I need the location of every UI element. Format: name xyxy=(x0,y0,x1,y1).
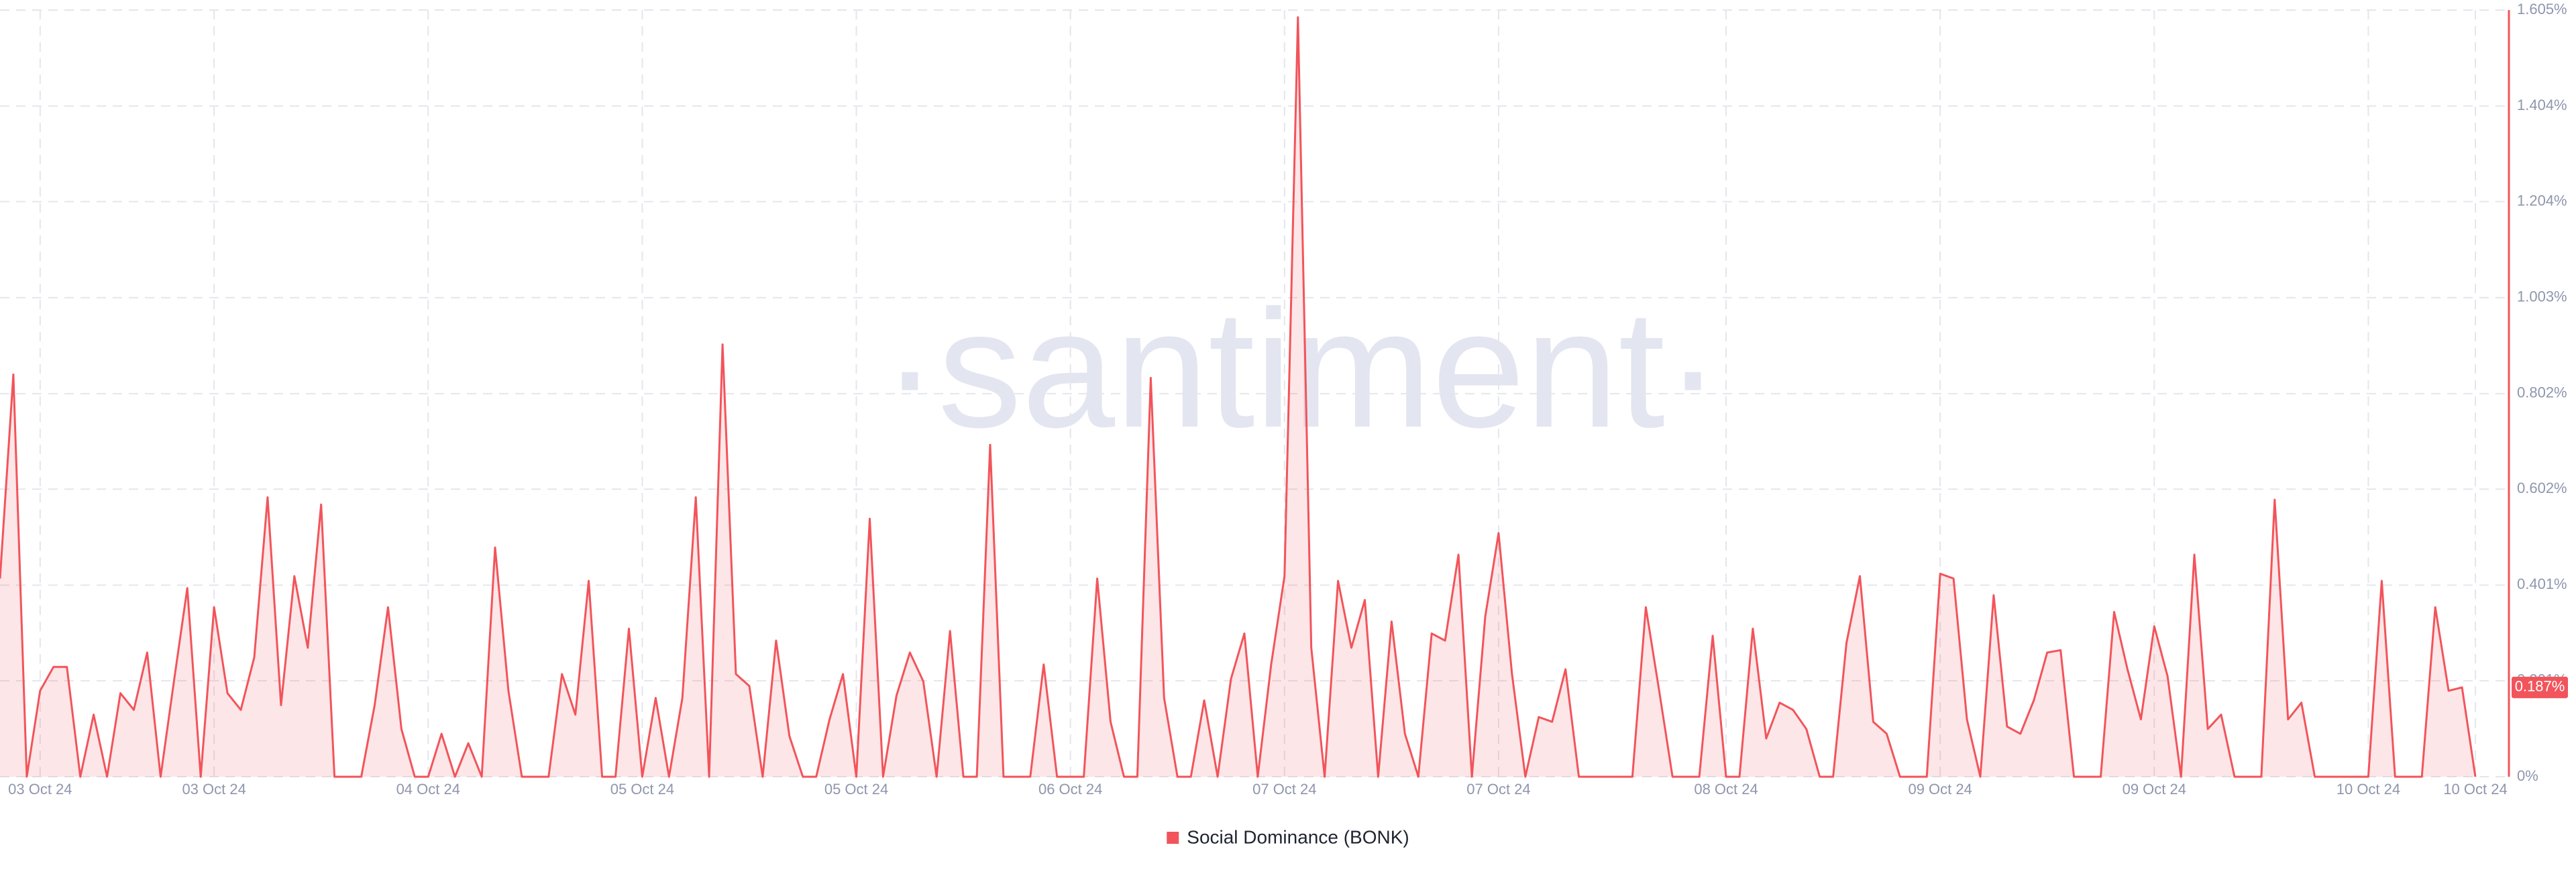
y-tick-label: 1.003% xyxy=(2517,288,2567,305)
x-tick-label: 10 Oct 24 xyxy=(2337,781,2400,798)
value-badge xyxy=(2512,676,2568,698)
x-tick-label: 09 Oct 24 xyxy=(2123,781,2186,798)
y-tick-label: 0.401% xyxy=(2517,576,2567,592)
x-tick-label: 06 Oct 24 xyxy=(1038,781,1102,798)
value-badge-label: 0.187% xyxy=(2515,678,2565,695)
x-tick-label: 08 Oct 24 xyxy=(1694,781,1758,798)
x-tick-label: 09 Oct 24 xyxy=(1908,781,1972,798)
y-tick-label: 0.802% xyxy=(2517,384,2567,401)
area xyxy=(0,17,2475,777)
x-tick-label: 07 Oct 24 xyxy=(1466,781,1530,798)
x-tick-label: 10 Oct 24 xyxy=(2443,781,2507,798)
x-tick-label: 07 Oct 24 xyxy=(1252,781,1316,798)
watermark: ·santiment· xyxy=(882,275,1721,462)
x-tick-label: 03 Oct 24 xyxy=(182,781,246,798)
y-tick-label: 0% xyxy=(2517,767,2538,784)
x-tick-label: 03 Oct 24 xyxy=(8,781,72,798)
y-tick-label: 0.602% xyxy=(2517,480,2567,496)
x-tick-label: 05 Oct 24 xyxy=(610,781,674,798)
line xyxy=(0,16,2477,778)
y-tick-label: 1.605% xyxy=(2517,1,2567,17)
y-tick-label: 1.204% xyxy=(2517,192,2567,209)
x-tick-label: 04 Oct 24 xyxy=(396,781,460,798)
x-tick-label: 05 Oct 24 xyxy=(824,781,888,798)
legend-label: Social Dominance (BONK) xyxy=(1187,826,1409,847)
y-tick-label: 1.404% xyxy=(2517,97,2567,113)
legend-swatch xyxy=(1167,832,1179,844)
